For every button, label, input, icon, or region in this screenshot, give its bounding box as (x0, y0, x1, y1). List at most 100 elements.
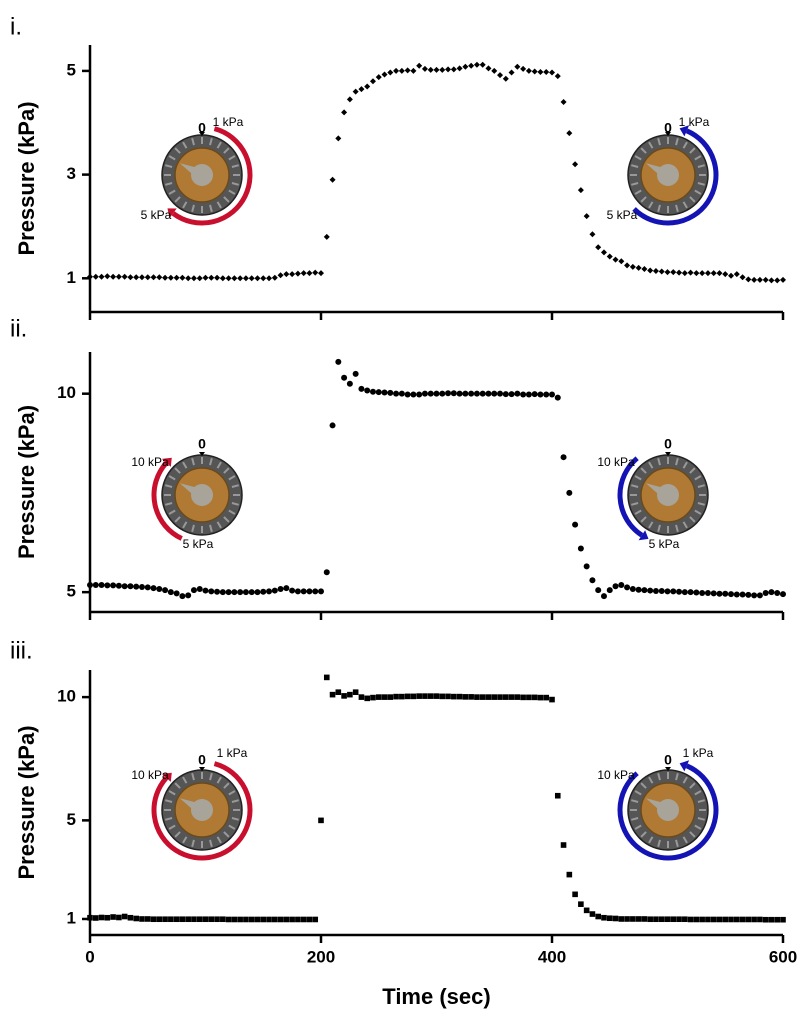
data-point (497, 72, 504, 79)
data-point (318, 270, 324, 277)
gauge-tick (657, 524, 661, 532)
data-point (138, 583, 145, 590)
data-point (439, 693, 446, 700)
gauge-tick (231, 484, 239, 488)
data-point (618, 258, 625, 265)
data-point (422, 693, 428, 699)
data-point (133, 274, 140, 281)
gauge-tick (689, 516, 696, 523)
data-point (341, 374, 348, 381)
data-point (225, 916, 232, 923)
data-point (283, 585, 290, 592)
data-point (410, 67, 417, 74)
gauge-label: 5 kPa (607, 208, 638, 222)
data-point (173, 274, 180, 281)
gauge-tick (697, 182, 705, 186)
data-point (427, 66, 434, 73)
data-point (271, 587, 278, 594)
data-point (681, 589, 688, 596)
gauge-tick (634, 790, 642, 796)
panel-label: ii. (10, 315, 27, 342)
data-point (358, 86, 365, 93)
panel-label: i. (10, 13, 22, 40)
data-point (318, 588, 324, 595)
y-tick-label: 5 (67, 582, 76, 601)
gauge-tick (223, 831, 230, 838)
gauge-tick (165, 799, 173, 803)
data-point (554, 394, 561, 401)
gauge-tick (223, 467, 230, 474)
data-point (583, 213, 590, 220)
gauge-tick (168, 824, 176, 830)
data-point (595, 244, 602, 251)
data-point (347, 691, 353, 698)
data-point (456, 693, 463, 700)
data-point (589, 577, 596, 584)
gauge-tick (657, 138, 661, 146)
gauge-icon: 0 1 kPa 10 kPa (131, 746, 253, 861)
gauge-tick (634, 475, 642, 481)
data-point (87, 273, 93, 280)
data-point (294, 270, 301, 277)
data-point (733, 271, 740, 278)
gauge-tick (228, 475, 236, 481)
gauge-tick (631, 502, 639, 506)
data-point (606, 253, 613, 260)
data-point (774, 277, 781, 284)
data-point (306, 916, 313, 923)
data-point (121, 273, 128, 280)
data-point (433, 66, 440, 73)
data-point (583, 563, 590, 570)
gauge-tick (209, 839, 213, 847)
data-point (716, 916, 723, 923)
data-point (237, 275, 244, 282)
data-point (710, 270, 717, 277)
data-point (491, 390, 498, 397)
data-point (618, 582, 625, 589)
data-point (664, 916, 671, 923)
data-point (133, 915, 139, 922)
data-point (491, 67, 498, 74)
data-point (705, 916, 711, 923)
data-point (312, 588, 319, 595)
data-point (127, 583, 134, 590)
data-point (543, 391, 550, 398)
data-point (433, 390, 440, 397)
data-point (173, 590, 180, 597)
data-point (295, 916, 301, 923)
gauge-tick (165, 484, 173, 488)
data-point (237, 916, 243, 923)
gauge-tick (648, 521, 654, 529)
data-point (756, 276, 763, 283)
data-point (485, 694, 492, 700)
data-point (450, 390, 457, 397)
data-point (116, 914, 122, 921)
data-point (329, 422, 336, 429)
gauge-tick (682, 776, 688, 784)
data-point (266, 588, 273, 595)
data-point (699, 916, 705, 923)
data-point (751, 916, 757, 923)
gauge-tick (631, 484, 639, 488)
data-point (191, 916, 197, 923)
data-point (237, 589, 244, 596)
data-point (699, 270, 706, 277)
data-point (624, 262, 631, 269)
data-point (485, 390, 492, 397)
data-point (335, 135, 342, 142)
data-point (404, 67, 411, 74)
data-point (728, 272, 735, 279)
gauge-tick (689, 147, 696, 154)
data-point (445, 693, 451, 700)
data-point (179, 274, 186, 281)
data-point (225, 589, 232, 596)
data-point (450, 66, 457, 73)
data-point (745, 276, 752, 283)
data-point (335, 689, 342, 695)
data-point (502, 75, 509, 82)
data-point (572, 891, 578, 898)
data-point (664, 588, 671, 595)
gauge-tick (191, 204, 195, 212)
data-point (98, 914, 105, 921)
gauge-tick (216, 521, 222, 529)
